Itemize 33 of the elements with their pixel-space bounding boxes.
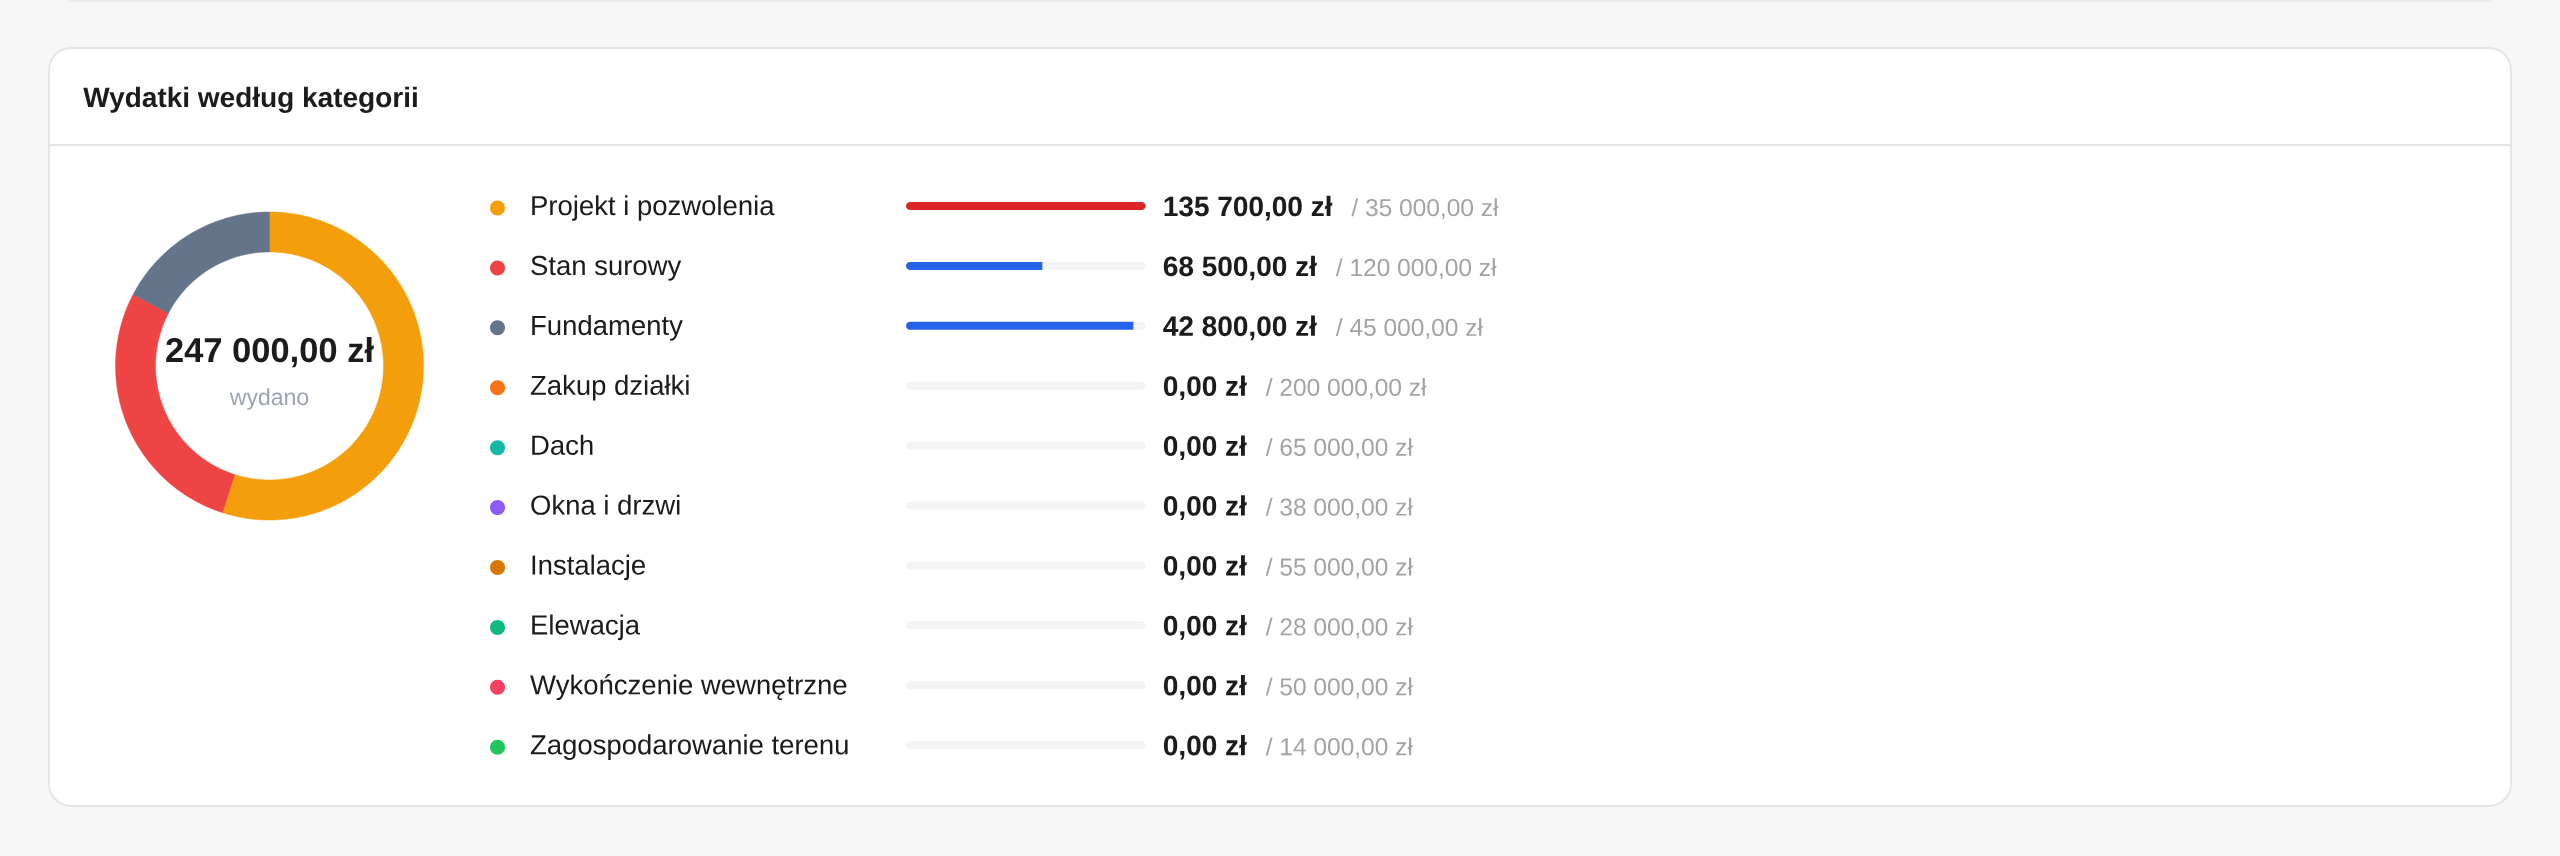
- data-label: 68 500,00 zł: [1163, 255, 1317, 281]
- text: / 50 000,00 zł: [1265, 677, 1413, 699]
- legend-label: Projekt i pozwolenia: [532, 195, 775, 221]
- text: 0,00 zł: [1163, 375, 1247, 401]
- legend-label: Instalacje: [532, 554, 645, 581]
- text: / 28 000,00 zł: [1265, 617, 1413, 639]
- legend-label: Dach: [532, 434, 593, 455]
- legend-label: Wykończenie wewnętrzne: [530, 674, 847, 701]
- text: / 120 000,00 zł: [1335, 258, 1497, 280]
- text: / 200 000,00 zł: [1265, 378, 1427, 399]
- text: / 55 000,00 zł: [1265, 557, 1413, 579]
- legend-label: Okna i drzwi: [531, 494, 680, 515]
- text: / 35 000,00 zł: [1351, 198, 1499, 220]
- text: 0,00 zł: [1163, 734, 1247, 760]
- text: 0,00 zł: [1163, 615, 1247, 640]
- text: 0,00 zł: [1163, 435, 1247, 460]
- text: / 14 000,00 zł: [1265, 737, 1413, 759]
- data-label: 135 700,00 zł: [1164, 195, 1333, 221]
- text: wydano: [229, 388, 309, 410]
- legend-label: Zagospodarowanie terenu: [530, 734, 848, 760]
- data-label: 42 800,00 zł: [1163, 315, 1317, 341]
- text: 0,00 zł: [1163, 555, 1247, 580]
- legend-label: Zakup działki: [530, 374, 689, 401]
- text: / 65 000,00 zł: [1265, 437, 1413, 459]
- text: / 38 000,00 zł: [1265, 497, 1413, 519]
- legend-label: Stan surowy: [531, 255, 682, 281]
- text: 0,00 zł: [1163, 495, 1247, 520]
- text: / 45 000,00 zł: [1335, 318, 1483, 339]
- text: 247 000,00 zł: [166, 336, 374, 368]
- chart-title: Wydatki według kategorii: [83, 86, 417, 113]
- text: 0,00 zł: [1163, 674, 1247, 700]
- legend-label: Fundamenty: [532, 314, 683, 341]
- legend-label: Elewacja: [532, 614, 641, 641]
